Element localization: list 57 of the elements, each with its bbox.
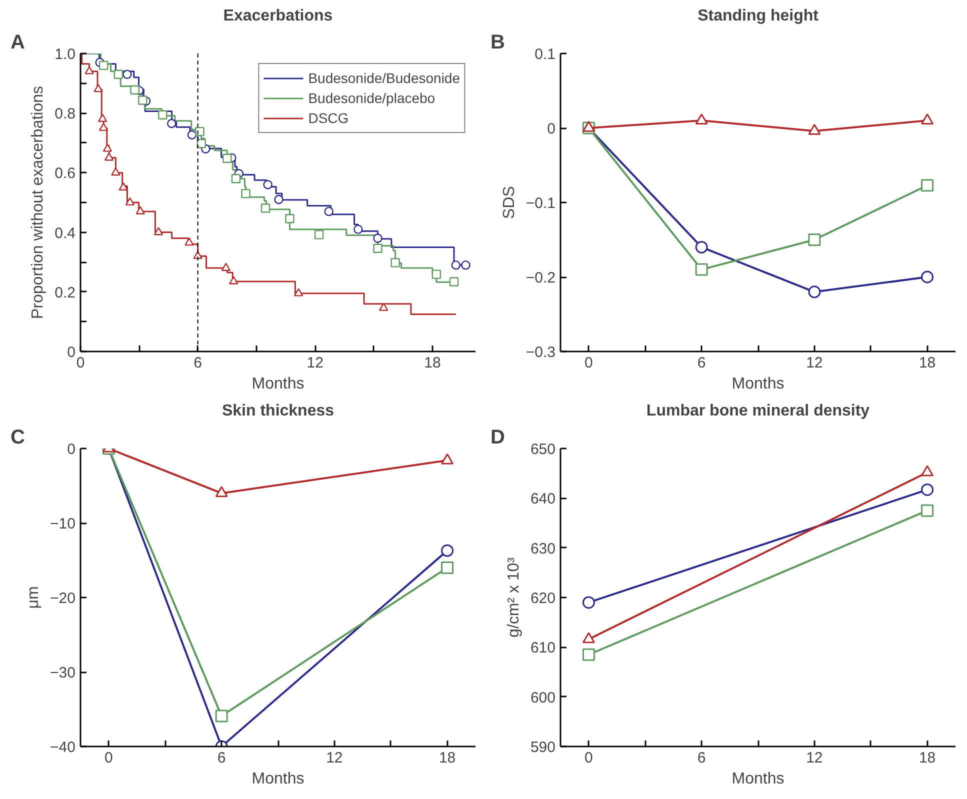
x-axis-title: Months (732, 770, 784, 788)
x-tick-label: 18 (424, 354, 441, 372)
x-tick-label: 18 (918, 354, 936, 372)
x-tick-label: 12 (306, 354, 324, 372)
x-tick-label: 12 (806, 354, 823, 372)
y-tick-label: 0.4 (54, 224, 76, 242)
y-tick-label: −40 (50, 739, 76, 756)
x-tick-label: 0 (584, 750, 593, 766)
y-tick-label: −30 (50, 664, 76, 682)
x-tick-label: 12 (326, 750, 343, 766)
chart-title: Skin thickness (222, 402, 334, 420)
x-tick-label: 0 (584, 354, 593, 372)
y-tick-label: 640 (530, 490, 556, 508)
text: D (490, 426, 505, 448)
y-tick-label: 600 (530, 689, 556, 706)
text: A (10, 32, 25, 54)
chart-title: Exacerbations (223, 8, 333, 24)
x-tick-label: 18 (918, 750, 936, 766)
x-tick-label: 6 (194, 354, 202, 372)
y-tick-label: 0.1 (534, 46, 556, 63)
text: C (10, 426, 25, 448)
y-axis-title: g/cm² x 10³ (505, 556, 522, 638)
text: B (490, 32, 505, 54)
x-tick-label: 6 (697, 750, 706, 766)
y-tick-label: 0.6 (54, 165, 76, 182)
legend-label: Budesonide/placebo (308, 90, 436, 106)
x-axis-title: Months (252, 770, 304, 788)
x-axis-title: Months (732, 376, 784, 392)
y-tick-label: −10 (50, 516, 76, 532)
y-tick-label: 0 (67, 344, 76, 361)
y-tick-label: 590 (530, 739, 556, 756)
chart-title: Lumbar bone mineral density (646, 402, 870, 420)
x-tick-label: 6 (697, 354, 706, 372)
y-tick-label: −20 (50, 590, 76, 607)
y-axis-title: SDS (500, 186, 518, 219)
x-tick-label: 0 (104, 750, 113, 766)
y-tick-label: 0.2 (54, 284, 76, 302)
y-tick-label: −0.1 (526, 195, 556, 212)
y-tick-label: 1.0 (54, 46, 76, 63)
y-axis-title: Proportion without exacerbations (30, 86, 47, 320)
y-tick-label: −0.3 (526, 344, 556, 361)
y-tick-label: 630 (530, 540, 556, 558)
y-tick-label: 0 (547, 120, 556, 138)
x-axis-title: Months (252, 376, 304, 392)
y-tick-label: 620 (530, 590, 556, 607)
x-tick-label: 18 (438, 750, 456, 766)
y-axis-title: μm (25, 586, 42, 609)
y-tick-label: 0.8 (54, 106, 76, 123)
chart-title: Standing height (698, 8, 820, 24)
x-tick-label: 12 (806, 750, 823, 766)
legend-label: DSCG (308, 110, 349, 126)
y-tick-label: 650 (530, 441, 556, 458)
x-tick-label: 6 (217, 750, 226, 766)
y-tick-label: −0.2 (526, 270, 556, 286)
legend-label: Budesonide/Budesonide (308, 70, 460, 86)
y-tick-label: 0 (67, 441, 76, 458)
y-tick-label: 610 (530, 640, 556, 657)
